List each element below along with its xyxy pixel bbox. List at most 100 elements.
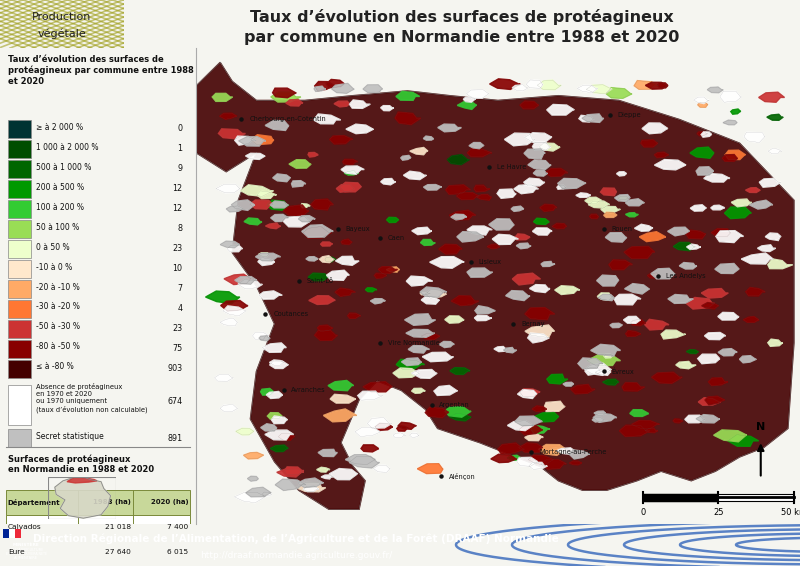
Polygon shape xyxy=(238,137,266,146)
Polygon shape xyxy=(722,155,738,161)
Text: 2020 (ha): 2020 (ha) xyxy=(150,499,188,505)
Bar xyxy=(6,490,190,514)
Polygon shape xyxy=(430,256,464,268)
Text: ≥ à 2 000 %: ≥ à 2 000 % xyxy=(36,123,83,132)
Text: 50 à 100 %: 50 à 100 % xyxy=(36,222,79,231)
Polygon shape xyxy=(266,223,281,229)
Text: 21 018: 21 018 xyxy=(105,524,131,530)
Polygon shape xyxy=(759,178,781,187)
Polygon shape xyxy=(344,170,358,175)
Polygon shape xyxy=(271,92,301,102)
Polygon shape xyxy=(576,193,590,198)
Polygon shape xyxy=(534,412,558,422)
Text: 1 000 à 2 000 %: 1 000 à 2 000 % xyxy=(36,143,98,152)
Polygon shape xyxy=(570,384,595,394)
Bar xyxy=(8,280,31,298)
Polygon shape xyxy=(630,410,649,417)
Polygon shape xyxy=(529,462,547,469)
Polygon shape xyxy=(614,195,630,201)
Text: http://draaf.normandie.agriculture.gouv.fr/: http://draaf.normandie.agriculture.gouv.… xyxy=(200,551,392,560)
Polygon shape xyxy=(614,294,641,305)
Polygon shape xyxy=(563,382,574,386)
Text: Département: Département xyxy=(8,499,61,506)
Polygon shape xyxy=(594,411,606,415)
Text: 1988 (ha): 1988 (ha) xyxy=(94,499,131,505)
Polygon shape xyxy=(630,320,646,325)
Polygon shape xyxy=(494,346,506,351)
Polygon shape xyxy=(518,389,537,398)
Text: MINISTÈRE: MINISTÈRE xyxy=(13,543,39,547)
Polygon shape xyxy=(321,475,333,479)
Polygon shape xyxy=(434,385,458,396)
Polygon shape xyxy=(539,143,560,151)
Text: Saint-Lô: Saint-Lô xyxy=(306,278,334,284)
Polygon shape xyxy=(457,192,479,199)
Bar xyxy=(8,385,31,424)
Polygon shape xyxy=(704,174,730,182)
Text: Coutances: Coutances xyxy=(274,311,309,318)
Polygon shape xyxy=(314,330,338,340)
Polygon shape xyxy=(406,276,433,286)
Polygon shape xyxy=(330,395,356,403)
Polygon shape xyxy=(679,263,697,269)
Polygon shape xyxy=(585,198,602,204)
Polygon shape xyxy=(224,274,251,285)
Polygon shape xyxy=(696,415,720,423)
Polygon shape xyxy=(528,333,550,343)
Polygon shape xyxy=(489,219,514,230)
Polygon shape xyxy=(241,185,274,196)
Polygon shape xyxy=(196,62,794,509)
Polygon shape xyxy=(714,430,746,442)
Polygon shape xyxy=(321,242,333,246)
Text: Direction Régionale de l’Alimentation, de l’Agriculture et de la Forêt (DRAAF) N: Direction Régionale de l’Alimentation, d… xyxy=(33,533,559,544)
Polygon shape xyxy=(262,343,286,353)
Polygon shape xyxy=(346,124,374,134)
Polygon shape xyxy=(218,129,246,139)
Polygon shape xyxy=(647,273,659,278)
Polygon shape xyxy=(451,296,478,306)
Polygon shape xyxy=(606,233,626,242)
Text: Production: Production xyxy=(32,12,92,22)
Polygon shape xyxy=(227,245,242,252)
Polygon shape xyxy=(329,469,358,479)
Polygon shape xyxy=(426,290,446,298)
Polygon shape xyxy=(463,97,476,102)
Text: Avranches: Avranches xyxy=(291,387,326,393)
Text: 891: 891 xyxy=(167,434,182,443)
Polygon shape xyxy=(487,244,500,248)
Polygon shape xyxy=(579,115,594,122)
Polygon shape xyxy=(401,156,411,160)
Polygon shape xyxy=(758,245,775,251)
Polygon shape xyxy=(374,273,387,278)
Polygon shape xyxy=(626,213,638,217)
Polygon shape xyxy=(546,169,568,177)
Text: -80 à -50 %: -80 à -50 % xyxy=(36,342,80,351)
Polygon shape xyxy=(393,433,406,438)
Polygon shape xyxy=(326,79,344,88)
Text: 23: 23 xyxy=(172,245,182,253)
Polygon shape xyxy=(686,298,714,309)
Text: Le Havre: Le Havre xyxy=(497,164,526,170)
Text: Cherbourg-en-Cotentin: Cherbourg-en-Cotentin xyxy=(249,117,326,122)
Polygon shape xyxy=(273,88,296,98)
Polygon shape xyxy=(646,82,667,89)
Polygon shape xyxy=(255,253,281,261)
Polygon shape xyxy=(519,425,542,435)
Polygon shape xyxy=(554,286,580,294)
Text: Surfaces de protéagineux
en Normandie en 1988 et 2020: Surfaces de protéagineux en Normandie en… xyxy=(8,454,154,474)
Polygon shape xyxy=(250,135,274,145)
Polygon shape xyxy=(618,196,628,200)
Polygon shape xyxy=(220,319,238,326)
Polygon shape xyxy=(458,102,477,109)
Polygon shape xyxy=(668,294,694,303)
Polygon shape xyxy=(507,455,521,460)
Polygon shape xyxy=(578,358,603,368)
Polygon shape xyxy=(271,416,287,423)
Text: ALIMENTAIRE: ALIMENTAIRE xyxy=(14,556,38,560)
Text: Argentan: Argentan xyxy=(439,402,470,408)
Polygon shape xyxy=(642,123,668,134)
Text: Rouen: Rouen xyxy=(611,226,633,232)
Polygon shape xyxy=(317,468,330,472)
Text: N: N xyxy=(756,422,766,432)
Polygon shape xyxy=(445,406,471,417)
